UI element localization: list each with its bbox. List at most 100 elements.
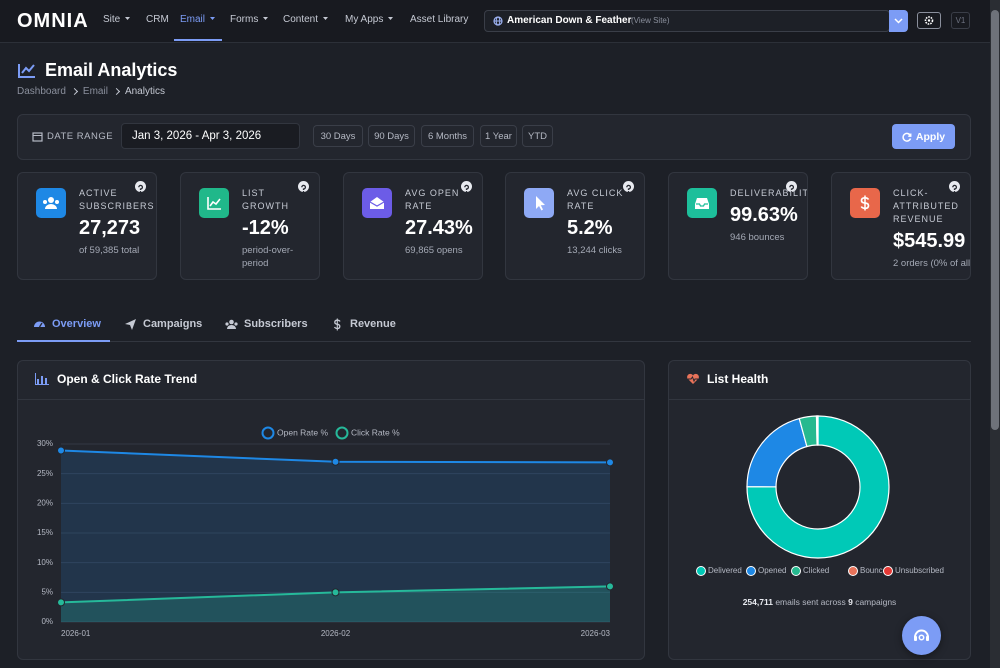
date-range-input[interactable]: Jan 3, 2026 - Apr 3, 2026 — [121, 123, 300, 149]
chart-icon — [35, 373, 49, 385]
question-glyph — [789, 184, 795, 193]
refresh-icon — [902, 132, 912, 142]
page-title: Email Analytics — [45, 60, 178, 80]
kpi-label: CLICK-ATTRIBUTED REVENUE — [893, 188, 959, 224]
glyph — [790, 191, 793, 193]
tab[interactable]: Revenue — [331, 318, 396, 341]
preset-button[interactable]: YTD — [522, 125, 553, 147]
kpi-label: AVG OPEN RATE — [405, 188, 460, 211]
tab[interactable]: Subscribers — [225, 318, 308, 341]
apply-button[interactable]: Apply — [892, 124, 955, 149]
help-icon[interactable] — [135, 181, 146, 193]
kpi-body: ACTIVE SUBSCRIBERS 27,273 of 59,385 total — [79, 187, 155, 257]
breadcrumb-item[interactable]: Dashboard — [17, 86, 66, 97]
kpi-label: ACTIVE SUBSCRIBERS — [79, 188, 155, 211]
kpi-card: DELIVERABILITY 99.63% 946 bounces — [668, 172, 808, 280]
kpi-value: 27.43% — [405, 217, 473, 239]
caret — [323, 17, 329, 20]
logo[interactable]: OMNIA — [17, 10, 89, 32]
heart-icon — [687, 373, 699, 384]
glyph — [34, 321, 45, 327]
nav-item[interactable]: My Apps — [345, 14, 396, 25]
glyph — [234, 322, 238, 326]
preset-button[interactable]: 30 Days — [313, 125, 363, 147]
kpi-body: AVG OPEN RATE 27.43% 69,865 opens — [405, 187, 481, 257]
glyph — [465, 191, 468, 193]
breadcrumb-current: Analytics — [124, 86, 165, 97]
nav-item[interactable]: Site — [103, 14, 133, 25]
glyph — [369, 201, 385, 207]
kpi-value: -12% — [242, 217, 289, 239]
breadcrumb: Dashboard Email Analytics — [17, 86, 165, 97]
trend-card — [17, 360, 645, 660]
kpi-value: 99.63% — [730, 204, 798, 226]
preset-button[interactable]: 90 Days — [368, 125, 415, 147]
summary-text: campaigns — [855, 597, 897, 607]
view-site-link[interactable]: (View Site) — [631, 16, 670, 25]
preset-button[interactable]: 6 Months — [421, 125, 474, 147]
help-icon[interactable] — [623, 181, 634, 193]
kpi-glyph — [43, 197, 59, 209]
kpi-icon — [36, 188, 66, 218]
gear-icon — [924, 16, 934, 25]
help-icon[interactable] — [298, 181, 309, 193]
question-glyph — [138, 184, 144, 193]
glyph — [370, 197, 384, 209]
caret-icon — [125, 17, 131, 20]
date-range-label: DATE RANGE — [47, 131, 114, 142]
kpi-label: AVG CLICK RATE — [567, 188, 624, 211]
tab-divider — [17, 341, 971, 342]
glyph — [952, 184, 958, 190]
glyph — [55, 200, 59, 204]
glyph — [45, 204, 57, 209]
nav-item[interactable]: Content — [283, 14, 331, 25]
glyph — [536, 196, 545, 211]
site-selector[interactable]: American Down & Feather (View Site) — [484, 10, 890, 32]
kpi-icon — [199, 188, 229, 218]
help-button[interactable] — [902, 616, 941, 655]
card-divider — [669, 399, 970, 400]
kpi-value: $545.99 — [893, 230, 966, 252]
kpi-sub: 69,865 opens — [405, 245, 463, 256]
glyph — [302, 191, 305, 193]
tab-icon — [333, 318, 341, 331]
help-icon[interactable] — [949, 181, 960, 193]
nav-item[interactable]: Forms — [230, 14, 271, 25]
site-name: American Down & Feather — [507, 15, 632, 26]
site-dropdown-button[interactable] — [889, 10, 908, 32]
glyph — [43, 200, 47, 204]
kpi-sub: of 59,385 total — [79, 245, 140, 256]
caret-icon — [894, 18, 903, 24]
chart-title: List Health — [707, 372, 769, 386]
headset-icon — [914, 629, 929, 641]
tab[interactable]: Campaigns — [124, 318, 202, 341]
help-icon[interactable] — [461, 181, 472, 193]
glyph — [225, 322, 229, 326]
nav-active-underline — [174, 39, 222, 41]
tab-label: Campaigns — [143, 318, 203, 330]
kpi-glyph — [536, 196, 545, 211]
glyph — [38, 322, 43, 328]
settings-button[interactable] — [917, 12, 941, 29]
nav-item[interactable]: CRM — [146, 14, 169, 25]
caret-icon — [388, 17, 394, 20]
preset-button[interactable]: 1 Year — [480, 125, 517, 147]
kpi-icon — [850, 188, 880, 218]
nav-item[interactable]: Asset Library — [410, 14, 469, 25]
question-glyph — [301, 184, 307, 193]
kpi-icon — [362, 188, 392, 218]
help-icon[interactable] — [786, 181, 797, 193]
glyph — [207, 197, 221, 210]
kpi-value: 5.2% — [567, 217, 613, 239]
breadcrumb-item[interactable]: Email — [82, 86, 108, 97]
kpi-icon — [687, 188, 717, 218]
scrollbar-thumb[interactable] — [991, 10, 999, 430]
nav-item[interactable]: Email — [180, 14, 218, 25]
glyph — [953, 191, 956, 193]
kpi-body: DELIVERABILITY 99.63% 946 bounces — [730, 187, 807, 244]
version-badge[interactable]: V1 — [951, 12, 970, 29]
tab-icon — [225, 319, 238, 329]
caret-icon — [323, 17, 329, 20]
tab[interactable]: Overview — [33, 318, 101, 341]
